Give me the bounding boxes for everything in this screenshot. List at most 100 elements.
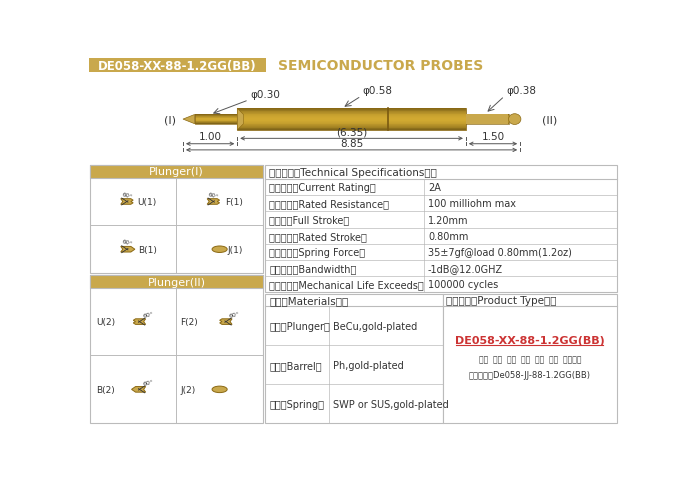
Bar <box>466 122 509 123</box>
Text: 额定弹力（Spring Force）: 额定弹力（Spring Force） <box>269 247 365 257</box>
Bar <box>237 116 466 117</box>
Text: 额定行程（Rated Stroke）: 额定行程（Rated Stroke） <box>269 231 367 241</box>
Text: SEMICONDUCTOR PROBES: SEMICONDUCTOR PROBES <box>278 59 484 73</box>
Bar <box>466 114 509 115</box>
Polygon shape <box>121 247 135 252</box>
Text: 0.80mm: 0.80mm <box>428 231 469 241</box>
Text: 100 milliohm max: 100 milliohm max <box>428 199 516 209</box>
Text: 35±7gf@load 0.80mm(1.2oz): 35±7gf@load 0.80mm(1.2oz) <box>428 247 572 257</box>
Text: Ph,gold-plated: Ph,gold-plated <box>333 360 403 370</box>
Text: F(2): F(2) <box>181 317 198 326</box>
Text: 1.00: 1.00 <box>198 132 222 142</box>
Bar <box>237 126 466 127</box>
Text: φ0.30: φ0.30 <box>250 90 280 100</box>
Bar <box>90 166 263 178</box>
Text: U(1): U(1) <box>138 198 157 206</box>
Text: -1dB@12.0GHZ: -1dB@12.0GHZ <box>428 264 503 274</box>
Bar <box>466 117 509 118</box>
Bar <box>265 294 442 423</box>
Text: φ0.38: φ0.38 <box>506 86 536 96</box>
Polygon shape <box>121 199 133 205</box>
Bar <box>237 110 466 111</box>
Text: 系列  规格  头型  式长  弹力  销金  针头材质: 系列 规格 头型 式长 弹力 销金 针头材质 <box>479 355 581 364</box>
Text: (6.35): (6.35) <box>336 127 367 137</box>
Text: 60°: 60° <box>121 191 133 199</box>
Text: Plunger(I): Plunger(I) <box>149 167 204 177</box>
Bar <box>237 124 466 125</box>
Text: B(1): B(1) <box>138 245 156 254</box>
Bar <box>90 166 263 274</box>
Bar <box>237 120 466 121</box>
Text: 8.85: 8.85 <box>340 138 363 148</box>
Text: 60°: 60° <box>143 311 154 319</box>
Text: J(1): J(1) <box>227 245 243 254</box>
Text: F(1): F(1) <box>225 198 243 206</box>
Text: 60°: 60° <box>207 191 219 199</box>
Bar <box>466 119 509 120</box>
Bar <box>466 124 509 125</box>
Text: DE058-XX-88-1.2GG(BB): DE058-XX-88-1.2GG(BB) <box>455 336 605 346</box>
Text: 额定电阵（Rated Resistance）: 额定电阵（Rated Resistance） <box>269 199 389 209</box>
Text: (I): (I) <box>164 115 176 125</box>
Text: 弹簧（Spring）: 弹簧（Spring） <box>269 399 324 409</box>
Text: 60°: 60° <box>143 379 154 386</box>
Bar <box>466 118 509 119</box>
Polygon shape <box>183 115 194 124</box>
Bar <box>194 115 237 116</box>
Bar <box>194 121 237 122</box>
Bar <box>466 114 508 125</box>
Bar <box>194 120 237 121</box>
Bar <box>194 118 237 119</box>
Text: 材质（Materials）：: 材质（Materials）： <box>269 295 348 305</box>
Text: DE058-XX-88-1.2GG(BB): DE058-XX-88-1.2GG(BB) <box>99 60 257 72</box>
Text: 满行程（Full Stroke）: 满行程（Full Stroke） <box>269 215 349 225</box>
Bar <box>194 115 237 124</box>
Text: 60°: 60° <box>121 239 133 247</box>
Bar <box>265 166 617 293</box>
Ellipse shape <box>212 386 227 393</box>
Bar <box>466 121 509 122</box>
Text: φ0.58: φ0.58 <box>363 86 393 96</box>
Bar <box>237 115 466 116</box>
Text: J(2): J(2) <box>181 385 196 394</box>
Bar <box>237 125 466 126</box>
Bar <box>237 119 466 120</box>
Bar <box>237 109 466 131</box>
Bar <box>237 121 466 122</box>
Text: U(2): U(2) <box>96 317 115 326</box>
Polygon shape <box>207 199 220 205</box>
Bar <box>194 122 237 123</box>
Text: SWP or SUS,gold-plated: SWP or SUS,gold-plated <box>333 399 449 409</box>
Polygon shape <box>133 319 145 325</box>
Text: 订购举例：De058-JJ-88-1.2GG(BB): 订购举例：De058-JJ-88-1.2GG(BB) <box>469 371 590 379</box>
Ellipse shape <box>508 114 521 125</box>
Bar <box>442 294 617 423</box>
Bar <box>90 276 263 423</box>
Text: 100000 cycles: 100000 cycles <box>428 280 498 289</box>
Text: 2A: 2A <box>428 183 441 193</box>
Text: 测试寿命（Mechanical Life Exceeds）: 测试寿命（Mechanical Life Exceeds） <box>269 280 424 289</box>
Text: 成品型号（Product Type）：: 成品型号（Product Type）： <box>446 295 557 305</box>
Bar <box>237 123 466 124</box>
Bar <box>90 276 263 288</box>
Bar <box>466 116 509 117</box>
Bar <box>194 123 237 124</box>
Bar <box>466 120 509 121</box>
Text: 1.20mm: 1.20mm <box>428 215 469 225</box>
Bar <box>194 116 237 117</box>
Bar <box>466 115 509 116</box>
Bar <box>466 114 509 125</box>
Bar <box>237 109 466 110</box>
Text: 1.50: 1.50 <box>482 132 504 142</box>
Ellipse shape <box>212 246 227 253</box>
Polygon shape <box>220 319 232 325</box>
Bar <box>237 130 466 131</box>
Bar <box>237 112 466 113</box>
Bar <box>237 118 466 119</box>
Bar <box>89 59 266 73</box>
Text: B(2): B(2) <box>96 385 115 394</box>
Bar <box>237 128 466 129</box>
Bar <box>466 123 509 124</box>
Bar <box>194 117 237 118</box>
Polygon shape <box>132 387 145 392</box>
